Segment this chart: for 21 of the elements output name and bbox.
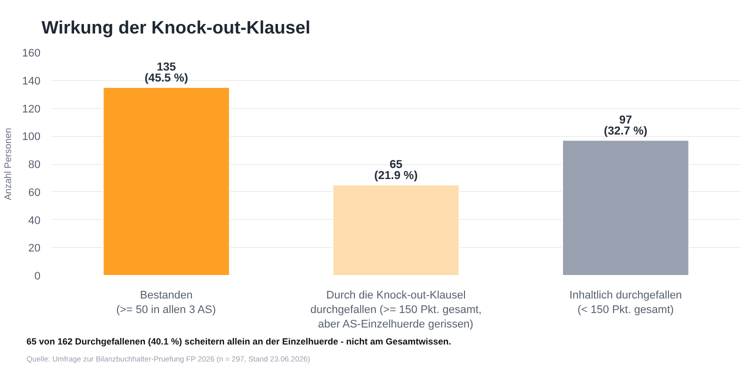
bar — [102, 86, 230, 276]
bar — [332, 184, 460, 276]
y-tick-label: 100 — [22, 131, 41, 144]
text: 135 (45.5 %) — [144, 61, 188, 84]
bar — [562, 140, 690, 276]
x-tick-label: Durch die Knock-out-Klausel durchgefallen (>= 150 Pkt. gesamt, aber AS-Einzelhuerde gerissen) — [310, 290, 482, 330]
y-tick-label: 140 — [22, 75, 41, 88]
y-axis-title: Anzahl Personen — [3, 128, 14, 200]
chart-title: Wirkung der Knock-out-Klausel — [42, 18, 310, 38]
text: 65 (21.9 %) — [374, 158, 418, 182]
y-tick-label: 60 — [28, 186, 41, 199]
x-tick-label: Inhaltlich durchgefallen (< 150 Pkt. gesamt) — [569, 290, 682, 316]
x-tick-label: Bestanden (>= 50 in allen 3 AS) — [116, 290, 216, 316]
y-tick-label: 120 — [22, 103, 41, 116]
text: 97 (32.7 %) — [604, 114, 648, 138]
y-tick-label: 40 — [28, 214, 41, 227]
y-tick-label: 20 — [28, 242, 41, 255]
y-tick-label: 80 — [28, 159, 41, 171]
text: 65 von 162 Durchgefallenen (40.1 %) scheitern allein an der Einzelhuerde - nicht am Gesamtwissen. — [26, 336, 452, 346]
y-tick-label: 0 — [34, 270, 41, 282]
y-tick-label: 160 — [22, 48, 41, 60]
